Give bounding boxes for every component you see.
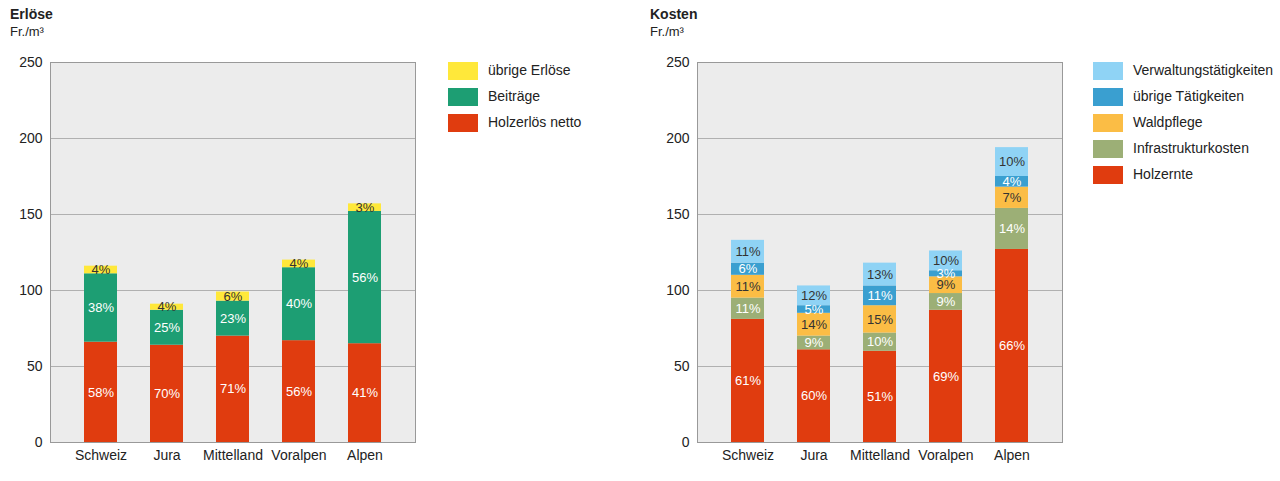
svg-text:58%58: 58%58 [88, 385, 114, 400]
svg-text:150: 150 [19, 206, 43, 222]
html-text:Verwaltungstätigkeiten: Verwaltungstätigkeiten [1133, 62, 1274, 78]
svg-text:Schweiz: Schweiz [722, 447, 774, 463]
svg-text:Mittelland: Mittelland [850, 447, 910, 463]
svg-text:100: 100 [19, 282, 43, 298]
svg-text:6%6: 6%6 [739, 261, 758, 276]
svg-text:Schweiz: Schweiz [75, 447, 127, 463]
svg-text:61%61: 61%61 [735, 373, 761, 388]
svg-text:60%60: 60%60 [801, 388, 827, 403]
svg-text:200: 200 [666, 130, 690, 146]
svg-text:56%56: 56%56 [352, 270, 378, 285]
svg-text:10%10: 10%10 [999, 154, 1025, 169]
svg-text:15%15: 15%15 [867, 312, 893, 327]
svg-text:3%3: 3%3 [937, 266, 956, 281]
html-text:Infrastrukturkosten: Infrastrukturkosten [1133, 140, 1249, 156]
svg-text:11%11: 11%11 [867, 288, 892, 303]
svg-text:6%6: 6%6 [224, 289, 243, 304]
svg-text:Voralpen: Voralpen [271, 447, 326, 463]
svg-text:71%71: 71%71 [220, 381, 246, 396]
svg-text:9%9: 9%9 [937, 294, 956, 309]
svg-text:56%56: 56%56 [286, 384, 312, 399]
svg-text:23%23: 23%23 [220, 311, 246, 326]
svg-text:38%38: 38%38 [88, 300, 114, 315]
svg-text:14%14: 14%14 [801, 317, 827, 332]
html-text:übrige Erlöse: übrige Erlöse [488, 62, 571, 78]
svg-text:Jura: Jura [153, 447, 180, 463]
svg-text:Voralpen: Voralpen [918, 447, 973, 463]
html-text:Waldpflege: Waldpflege [1133, 114, 1203, 130]
svg-text:Alpen: Alpen [347, 447, 383, 463]
svg-text:5%5: 5%5 [805, 302, 824, 317]
html-text:Kosten: Kosten [650, 6, 698, 22]
svg-text:40%40: 40%40 [286, 296, 312, 311]
svg-text:200: 200 [19, 130, 43, 146]
svg-text:7%7: 7%7 [1003, 190, 1022, 205]
svg-text:10%10: 10%10 [933, 253, 959, 268]
html-text:Erlöse: Erlöse [10, 6, 53, 22]
svg-text:4%4: 4%4 [1003, 174, 1022, 189]
svg-text:Jura: Jura [800, 447, 827, 463]
svg-text:250: 250 [19, 54, 43, 70]
svg-text:10%10: 10%10 [867, 334, 893, 349]
svg-text:70%70: 70%70 [154, 386, 180, 401]
svg-text:50: 50 [674, 358, 690, 374]
svg-text:50: 50 [27, 358, 43, 374]
svg-text:150: 150 [666, 206, 690, 222]
html-text:Beiträge: Beiträge [488, 88, 541, 104]
html-text:Holzernte: Holzernte [1133, 166, 1193, 182]
svg-text:250: 250 [666, 54, 690, 70]
svg-text:0: 0 [35, 434, 43, 450]
svg-text:69%69: 69%69 [933, 369, 959, 384]
svg-text:12%12: 12%12 [801, 288, 827, 303]
svg-text:100: 100 [666, 282, 690, 298]
html-text:übrige Tätigkeiten: übrige Tätigkeiten [1133, 88, 1244, 104]
svg-text:4%4: 4%4 [290, 256, 309, 271]
svg-text:4%4: 4%4 [158, 299, 177, 314]
svg-text:25%25: 25%25 [154, 320, 180, 335]
svg-text:11%11: 11%11 [735, 301, 760, 316]
svg-text:3%3: 3%3 [356, 200, 375, 215]
html-text:Holzerlös netto: Holzerlös netto [488, 114, 582, 130]
svg-text:0: 0 [682, 434, 690, 450]
svg-text:66%66: 66%66 [999, 338, 1025, 353]
svg-text:4%4: 4%4 [92, 262, 111, 277]
svg-text:11%11: 11%11 [735, 279, 760, 294]
svg-text:14%14: 14%14 [999, 221, 1025, 236]
html-text:Fr./m³: Fr./m³ [650, 24, 684, 39]
svg-text:Alpen: Alpen [994, 447, 1030, 463]
svg-text:Mittelland: Mittelland [203, 447, 263, 463]
svg-text:9%9: 9%9 [805, 335, 824, 350]
svg-text:13%13: 13%13 [867, 267, 893, 282]
svg-text:41%41: 41%41 [352, 385, 378, 400]
svg-text:51%51: 51%51 [867, 389, 893, 404]
html-text:9%: 9% [936, 277, 956, 293]
html-text:Fr./m³: Fr./m³ [10, 24, 44, 39]
svg-text:11%11: 11%11 [735, 244, 760, 259]
